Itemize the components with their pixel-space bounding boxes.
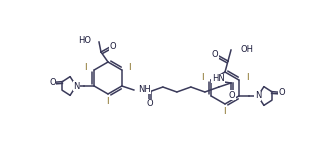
Text: I: I: [129, 63, 131, 72]
Text: O: O: [228, 91, 235, 100]
Text: O: O: [147, 100, 153, 108]
Text: O: O: [278, 88, 285, 97]
Text: I: I: [246, 72, 249, 81]
Text: N: N: [73, 81, 79, 91]
Text: I: I: [223, 107, 225, 116]
Text: O: O: [110, 41, 116, 51]
Text: I: I: [106, 96, 108, 105]
Text: NH: NH: [138, 84, 151, 93]
Text: I: I: [84, 63, 87, 72]
Text: HN: HN: [212, 74, 224, 83]
Text: O: O: [49, 78, 56, 87]
Text: HO: HO: [78, 36, 91, 44]
Text: N: N: [255, 92, 261, 100]
Text: OH: OH: [240, 44, 253, 53]
Text: I: I: [201, 72, 203, 81]
Text: O: O: [212, 49, 218, 59]
